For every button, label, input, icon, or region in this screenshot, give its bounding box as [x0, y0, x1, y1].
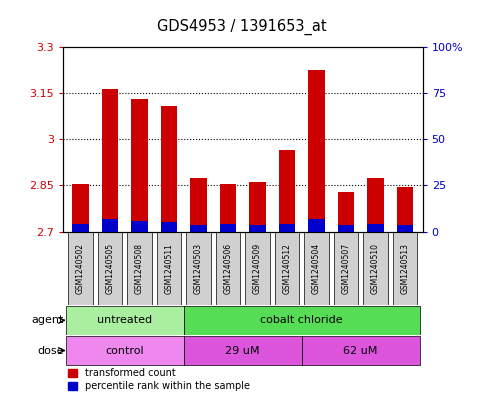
- FancyBboxPatch shape: [184, 306, 420, 335]
- FancyBboxPatch shape: [393, 231, 417, 305]
- Bar: [397, 225, 413, 231]
- Text: cobalt chloride: cobalt chloride: [260, 315, 343, 325]
- Bar: [131, 99, 148, 231]
- Text: agent: agent: [31, 315, 63, 325]
- Text: GSM1240506: GSM1240506: [224, 243, 232, 294]
- FancyBboxPatch shape: [363, 231, 387, 305]
- Bar: [190, 225, 207, 231]
- Bar: [161, 222, 177, 231]
- Bar: [249, 182, 266, 231]
- Bar: [72, 224, 88, 231]
- Bar: [368, 224, 384, 231]
- FancyBboxPatch shape: [66, 336, 184, 365]
- FancyBboxPatch shape: [245, 231, 270, 305]
- Bar: [279, 150, 295, 231]
- Text: untreated: untreated: [97, 315, 152, 325]
- Bar: [249, 225, 266, 231]
- Text: dose: dose: [37, 345, 63, 356]
- Text: GSM1240510: GSM1240510: [371, 243, 380, 294]
- Text: 29 uM: 29 uM: [226, 345, 260, 356]
- Bar: [397, 187, 413, 231]
- Text: GSM1240507: GSM1240507: [341, 243, 351, 294]
- FancyBboxPatch shape: [184, 336, 302, 365]
- Text: GSM1240505: GSM1240505: [105, 243, 114, 294]
- FancyBboxPatch shape: [334, 231, 358, 305]
- Legend: transformed count, percentile rank within the sample: transformed count, percentile rank withi…: [68, 368, 250, 391]
- FancyBboxPatch shape: [128, 231, 152, 305]
- FancyBboxPatch shape: [275, 231, 299, 305]
- Text: GSM1240508: GSM1240508: [135, 243, 144, 294]
- Text: 62 uM: 62 uM: [343, 345, 378, 356]
- Text: GSM1240513: GSM1240513: [400, 243, 410, 294]
- Text: GSM1240503: GSM1240503: [194, 243, 203, 294]
- Bar: [308, 70, 325, 231]
- Bar: [220, 224, 236, 231]
- Bar: [102, 89, 118, 231]
- Bar: [338, 191, 354, 231]
- FancyBboxPatch shape: [302, 336, 420, 365]
- Bar: [368, 178, 384, 231]
- FancyBboxPatch shape: [216, 231, 240, 305]
- Bar: [308, 219, 325, 231]
- FancyBboxPatch shape: [186, 231, 211, 305]
- Bar: [131, 221, 148, 231]
- FancyBboxPatch shape: [69, 231, 93, 305]
- Text: GSM1240509: GSM1240509: [253, 243, 262, 294]
- FancyBboxPatch shape: [98, 231, 122, 305]
- Text: GDS4953 / 1391653_at: GDS4953 / 1391653_at: [156, 19, 327, 35]
- Bar: [161, 106, 177, 231]
- Bar: [72, 184, 88, 231]
- FancyBboxPatch shape: [66, 306, 184, 335]
- Bar: [220, 184, 236, 231]
- Bar: [190, 178, 207, 231]
- Bar: [279, 224, 295, 231]
- Text: GSM1240502: GSM1240502: [76, 243, 85, 294]
- FancyBboxPatch shape: [304, 231, 328, 305]
- Text: GSM1240512: GSM1240512: [283, 243, 291, 294]
- Text: control: control: [105, 345, 144, 356]
- Text: GSM1240511: GSM1240511: [165, 243, 173, 294]
- Bar: [338, 225, 354, 231]
- FancyBboxPatch shape: [157, 231, 181, 305]
- Bar: [102, 219, 118, 231]
- Text: GSM1240504: GSM1240504: [312, 243, 321, 294]
